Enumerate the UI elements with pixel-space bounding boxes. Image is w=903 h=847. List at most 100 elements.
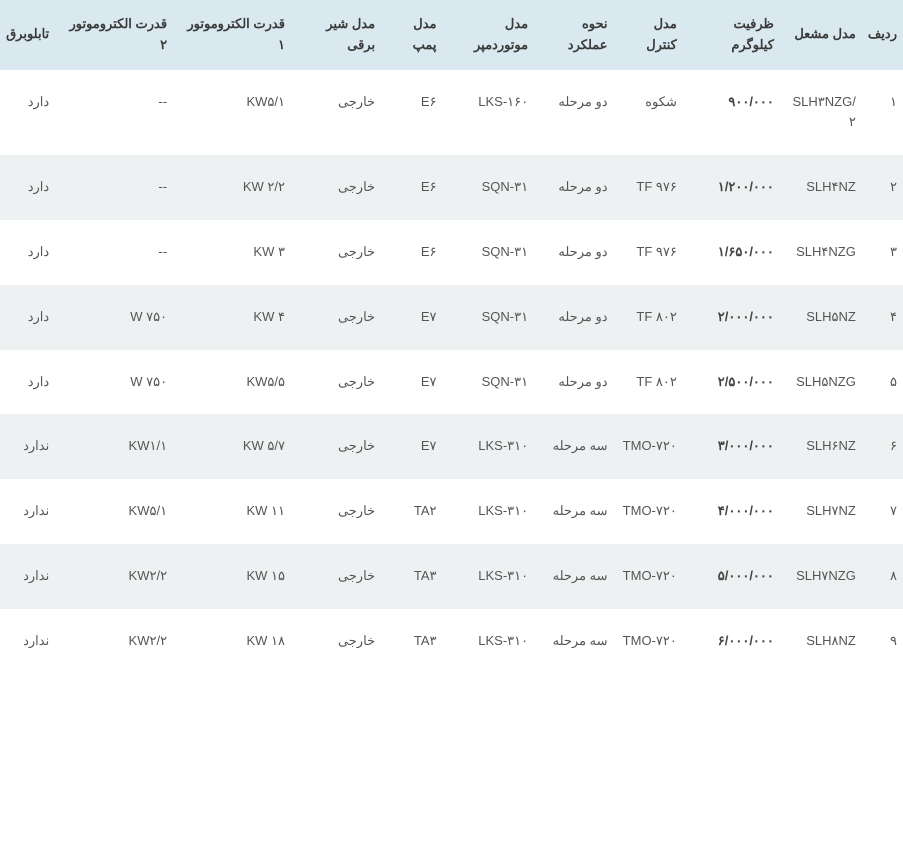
table-cell: KW ۳ [173,220,291,285]
table-cell: W ۷۵۰ [55,350,173,415]
table-cell: ۱/۲۰۰/۰۰۰ [683,155,780,220]
table-body: ۱SLH۳NZG/۲۹۰۰/۰۰۰شکوهدو مرحلهLKS-۱۶۰E۶خا… [0,70,903,674]
table-cell: سه مرحله [534,414,613,479]
table-cell: SLH۴NZG [780,220,862,285]
table-cell: ندارد [0,414,55,479]
table-cell: خارجی [291,609,381,674]
table-cell: ۳/۰۰۰/۰۰۰ [683,414,780,479]
table-cell: خارجی [291,350,381,415]
burner-spec-table-container: ردیفمدل مشعلظرفیت کیلوگرممدل کنترلنحوه ع… [0,0,903,674]
table-cell: خارجی [291,544,381,609]
col-header-3: مدل کنترل [614,0,683,70]
table-cell: دو مرحله [534,285,613,350]
table-cell: TMO-۷۲۰ [614,479,683,544]
table-row: ۲SLH۴NZ۱/۲۰۰/۰۰۰TF ۹۷۶دو مرحلهSQN-۳۱E۶خا… [0,155,903,220]
table-cell: -- [55,70,173,156]
table-cell: LKS-۳۱۰ [442,609,534,674]
table-row: ۷SLH۷NZ۴/۰۰۰/۰۰۰TMO-۷۲۰سه مرحلهLKS-۳۱۰TA… [0,479,903,544]
table-cell: E۷ [381,285,442,350]
table-cell: SLH۵NZG [780,350,862,415]
table-cell: دارد [0,350,55,415]
table-cell: -- [55,220,173,285]
table-cell: TF ۹۷۶ [614,155,683,220]
table-cell: LKS-۳۱۰ [442,479,534,544]
table-cell: ۶/۰۰۰/۰۰۰ [683,609,780,674]
col-header-6: مدل پمپ [381,0,442,70]
col-header-8: قدرت الکتروموتور ۱ [173,0,291,70]
col-header-2: ظرفیت کیلوگرم [683,0,780,70]
table-row: ۹SLH۸NZ۶/۰۰۰/۰۰۰TMO-۷۲۰سه مرحلهLKS-۳۱۰TA… [0,609,903,674]
col-header-5: مدل موتوردمپر [442,0,534,70]
table-cell: KW۵/۵ [173,350,291,415]
table-cell: SLH۷NZG [780,544,862,609]
table-header-row: ردیفمدل مشعلظرفیت کیلوگرممدل کنترلنحوه ع… [0,0,903,70]
table-cell: SQN-۳۱ [442,155,534,220]
table-cell: KW ۴ [173,285,291,350]
table-cell: TA۲ [381,479,442,544]
table-cell: KW۵/۱ [55,479,173,544]
table-cell: KW ۱۵ [173,544,291,609]
table-row: ۸SLH۷NZG۵/۰۰۰/۰۰۰TMO-۷۲۰سه مرحلهLKS-۳۱۰T… [0,544,903,609]
table-cell: E۶ [381,220,442,285]
col-header-9: قدرت الکتروموتور ۲ [55,0,173,70]
table-cell: TA۳ [381,544,442,609]
table-cell: ۸ [862,544,903,609]
table-cell: ۱/۶۵۰/۰۰۰ [683,220,780,285]
table-cell: دارد [0,285,55,350]
table-cell: TF ۸۰۲ [614,285,683,350]
table-cell: خارجی [291,285,381,350]
table-cell: ۵ [862,350,903,415]
table-cell: E۷ [381,414,442,479]
table-cell: SQN-۳۱ [442,285,534,350]
table-cell: سه مرحله [534,479,613,544]
table-cell: دارد [0,155,55,220]
table-cell: خارجی [291,155,381,220]
table-cell: TMO-۷۲۰ [614,414,683,479]
table-cell: TF ۹۷۶ [614,220,683,285]
table-cell: LKS-۳۱۰ [442,544,534,609]
table-cell: KW ۵/۷ [173,414,291,479]
table-cell: SLH۵NZ [780,285,862,350]
table-cell: SLH۸NZ [780,609,862,674]
burner-spec-table: ردیفمدل مشعلظرفیت کیلوگرممدل کنترلنحوه ع… [0,0,903,674]
table-cell: SLH۷NZ [780,479,862,544]
table-cell: KW۵/۱ [173,70,291,156]
table-cell: KW۲/۲ [55,544,173,609]
table-cell: خارجی [291,70,381,156]
table-cell: ۲/۰۰۰/۰۰۰ [683,285,780,350]
table-cell: SLH۴NZ [780,155,862,220]
col-header-10: تابلوبرق [0,0,55,70]
table-cell: TF ۸۰۲ [614,350,683,415]
table-cell: ۶ [862,414,903,479]
col-header-1: مدل مشعل [780,0,862,70]
table-cell: KW ۲/۲ [173,155,291,220]
table-cell: ندارد [0,544,55,609]
table-cell: E۶ [381,155,442,220]
table-cell: KW ۱۱ [173,479,291,544]
table-cell: SLH۶NZ [780,414,862,479]
table-cell: خارجی [291,479,381,544]
table-cell: E۶ [381,70,442,156]
table-cell: ۹۰۰/۰۰۰ [683,70,780,156]
table-cell: ۳ [862,220,903,285]
table-cell: KW۲/۲ [55,609,173,674]
table-cell: دارد [0,220,55,285]
table-cell: SQN-۳۱ [442,350,534,415]
table-row: ۴SLH۵NZ۲/۰۰۰/۰۰۰TF ۸۰۲دو مرحلهSQN-۳۱E۷خا… [0,285,903,350]
table-cell: دو مرحله [534,350,613,415]
table-cell: LKS-۱۶۰ [442,70,534,156]
table-cell: خارجی [291,414,381,479]
table-cell: LKS-۳۱۰ [442,414,534,479]
table-cell: SQN-۳۱ [442,220,534,285]
table-header: ردیفمدل مشعلظرفیت کیلوگرممدل کنترلنحوه ع… [0,0,903,70]
table-cell: TA۳ [381,609,442,674]
col-header-7: مدل شیر برقی [291,0,381,70]
table-cell: خارجی [291,220,381,285]
table-cell: دو مرحله [534,220,613,285]
table-cell: دو مرحله [534,155,613,220]
table-cell: ۵/۰۰۰/۰۰۰ [683,544,780,609]
table-cell: E۷ [381,350,442,415]
table-row: ۱SLH۳NZG/۲۹۰۰/۰۰۰شکوهدو مرحلهLKS-۱۶۰E۶خا… [0,70,903,156]
table-row: ۳SLH۴NZG۱/۶۵۰/۰۰۰TF ۹۷۶دو مرحلهSQN-۳۱E۶خ… [0,220,903,285]
table-cell: ندارد [0,479,55,544]
